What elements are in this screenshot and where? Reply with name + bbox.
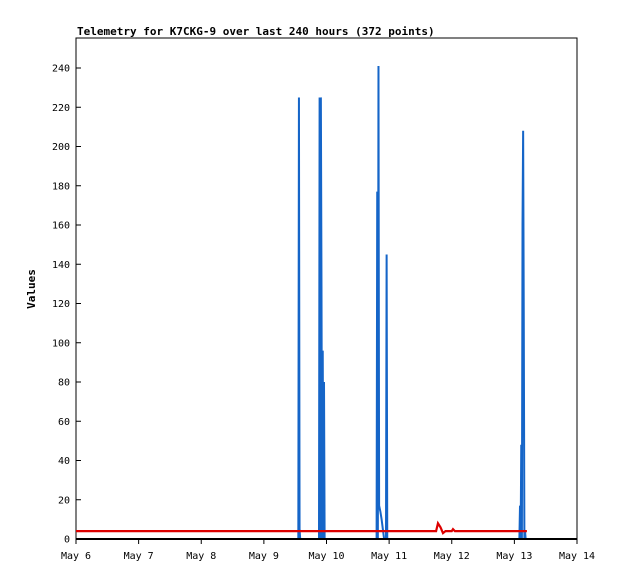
y-tick-label: 240: [52, 64, 70, 75]
y-tick-label: 180: [52, 181, 70, 192]
y-tick-label: 140: [52, 260, 70, 271]
y-tick-label: 120: [52, 299, 70, 310]
y-axis-label: Values: [25, 269, 38, 309]
y-tick-label: 20: [58, 495, 70, 506]
x-axis: May 6 May 7 May 8 May 9 May 10 May 11 May 12 Ma…: [61, 539, 595, 562]
y-tick-label: 0: [64, 535, 70, 546]
x-tick-label: May 14: [559, 551, 595, 562]
y-tick-label: 100: [52, 338, 70, 349]
x-tick-label: May 10: [308, 551, 344, 562]
y-tick-label: 200: [52, 142, 70, 153]
y-tick-label: 160: [52, 221, 70, 232]
y-tick-label: 60: [58, 417, 70, 428]
series-line-2: [76, 520, 527, 535]
y-tick-label: 40: [58, 456, 70, 467]
series-line-1: [76, 66, 527, 540]
x-tick-label: May 8: [186, 551, 216, 562]
x-tick-label: May 12: [434, 551, 470, 562]
chart-title: Telemetry for K7CKG-9 over last 240 hour…: [77, 25, 435, 38]
y-tick-label: 220: [52, 103, 70, 114]
x-tick-label: May 9: [249, 551, 279, 562]
x-tick-label: May 6: [61, 551, 91, 562]
y-tick-label: 80: [58, 378, 70, 389]
x-tick-label: May 13: [496, 551, 532, 562]
y-axis: 0 20 40 60 80 100 120 140 160 180 200 220 240: [52, 64, 81, 546]
x-tick-label: May 11: [371, 551, 407, 562]
x-tick-label: May 7: [124, 551, 154, 562]
